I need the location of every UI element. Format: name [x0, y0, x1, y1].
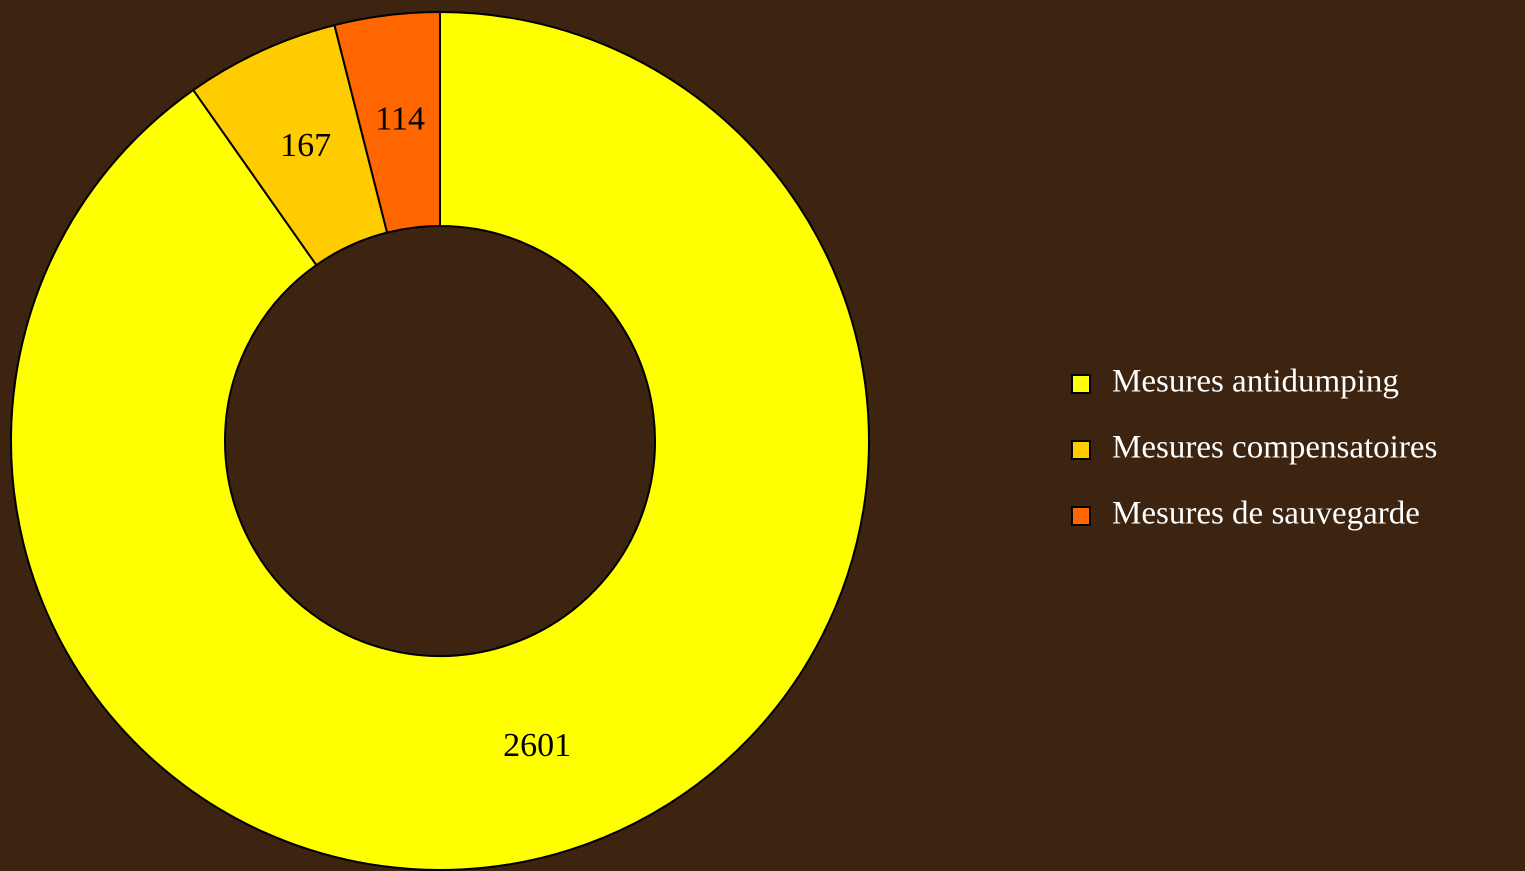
legend-label: Mesures antidumping	[1112, 364, 1399, 400]
data-label: 167	[280, 127, 331, 164]
data-label: 2601	[503, 727, 571, 764]
donut-slice	[333, 10, 441, 234]
legend-swatch	[1071, 374, 1091, 394]
legend-swatch	[1071, 506, 1091, 526]
legend-label: Mesures de sauvegarde	[1112, 496, 1420, 532]
legend-label: Mesures compensatoires	[1112, 430, 1437, 466]
legend-swatch	[1071, 440, 1091, 460]
data-label: 114	[375, 100, 425, 137]
donut-slice	[10, 10, 870, 871]
